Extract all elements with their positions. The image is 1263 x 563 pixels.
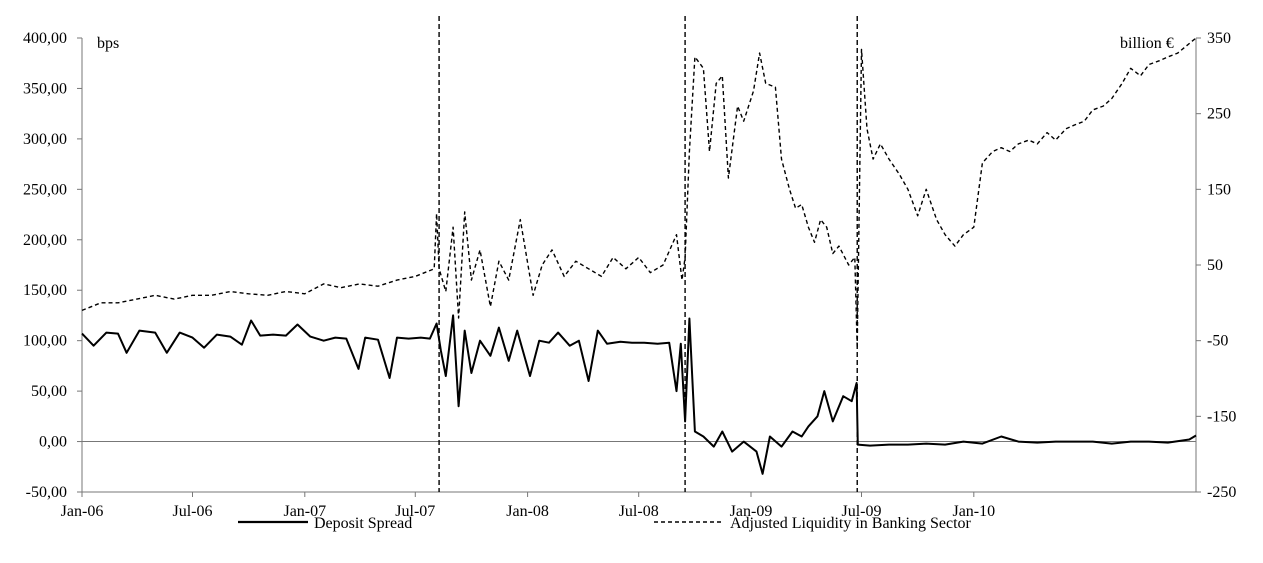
right-tick-label: 150 [1207, 181, 1231, 198]
left-tick-label: 0,00 [39, 434, 67, 451]
left-tick-label: 50,00 [31, 383, 67, 400]
right-tick-label: 350 [1207, 30, 1231, 47]
right-unit-label: billion € [1120, 35, 1174, 52]
x-tick-label: Jan-06 [61, 503, 104, 520]
right-tick-label: 250 [1207, 106, 1231, 123]
x-tick-label: Jan-09 [730, 503, 773, 520]
right-tick-label: -250 [1207, 484, 1236, 501]
x-tick-label: Jul-08 [619, 503, 659, 520]
legend-label-deposit-spread: Deposit Spread [314, 515, 412, 532]
left-tick-label: 100,00 [23, 333, 67, 350]
tick-labels: -50,00 0,00 50,00 100,00 150,00 200,00 250,00 3… [23, 30, 1236, 520]
series-line-deposit-spread [81, 314, 1197, 475]
x-tick-label: Jul-09 [841, 503, 881, 520]
x-tick-label: Jul-07 [395, 503, 435, 520]
x-tick-label: Jan-10 [952, 503, 995, 520]
series-lines [81, 37, 1197, 475]
right-tick-label: -150 [1207, 408, 1236, 425]
left-tick-label: 400,00 [23, 30, 67, 47]
left-tick-label: 350,00 [23, 80, 67, 97]
right-tick-label: 50 [1207, 257, 1223, 274]
left-tick-label: 300,00 [23, 131, 67, 148]
x-tick-label: Jan-08 [506, 503, 549, 520]
left-tick-label: 200,00 [23, 232, 67, 249]
axes [77, 37, 1201, 497]
legend-label-adjusted-liquidity: Adjusted Liquidity in Banking Sector [730, 515, 972, 532]
left-unit-label: bps [97, 35, 119, 52]
left-tick-label: -50,00 [26, 484, 67, 501]
right-tick-label: -50 [1207, 333, 1228, 350]
x-tick-label: Jul-06 [172, 503, 212, 520]
left-tick-label: 250,00 [23, 181, 67, 198]
left-tick-label: 150,00 [23, 282, 67, 299]
x-tick-label: Jan-07 [283, 503, 326, 520]
series-line-adjusted-liquidity [81, 37, 1197, 349]
legend: Deposit Spread Adjusted Liquidity in Ban… [238, 515, 972, 532]
vertical-markers [438, 16, 858, 492]
